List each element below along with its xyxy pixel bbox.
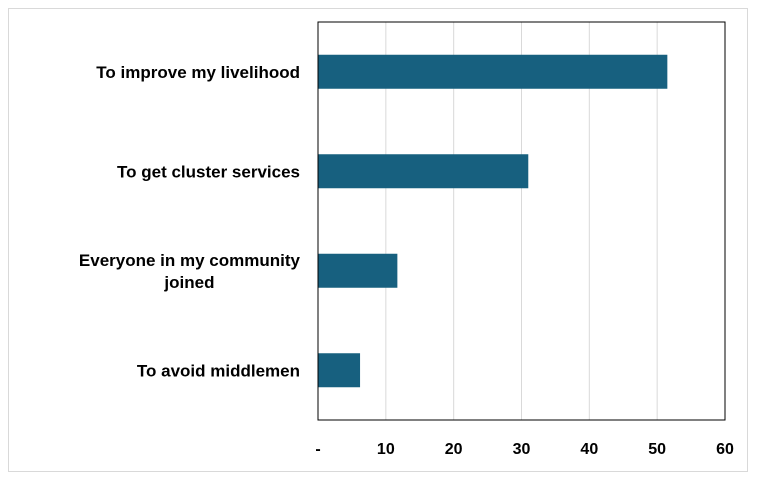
x-tick-label-5: 50 bbox=[648, 441, 666, 458]
bars bbox=[318, 54, 668, 388]
category-label-2: To get cluster services bbox=[117, 162, 300, 181]
x-tick-label-2: 20 bbox=[445, 441, 463, 458]
category-label-3: Everyone in my community joined bbox=[79, 251, 301, 292]
category-labels: To improve my livelihood To get cluster s… bbox=[79, 63, 301, 381]
x-tick-label-1: 10 bbox=[377, 441, 395, 458]
bar-3 bbox=[318, 253, 398, 288]
x-axis-tick-labels: - 10 20 30 40 50 60 bbox=[315, 441, 734, 458]
bar-2 bbox=[318, 154, 529, 189]
bar-1 bbox=[318, 54, 668, 89]
category-label-1: To improve my livelihood bbox=[96, 63, 300, 82]
plot-area-border bbox=[317, 21, 726, 421]
bar-4 bbox=[318, 353, 361, 388]
category-label-4: To avoid middlemen bbox=[137, 361, 300, 380]
x-tick-label-4: 40 bbox=[580, 441, 598, 458]
x-tick-label-3: 30 bbox=[513, 441, 531, 458]
x-tick-label-0: - bbox=[315, 441, 320, 458]
x-tick-label-6: 60 bbox=[716, 441, 734, 458]
